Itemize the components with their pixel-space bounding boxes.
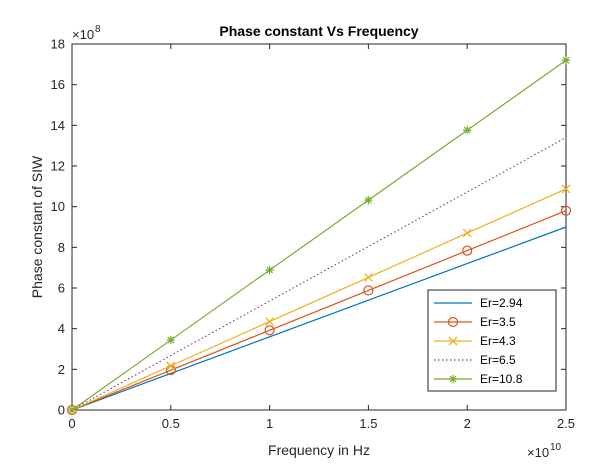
data-point-circle	[264, 325, 275, 336]
y-exponent-power: 8	[95, 24, 101, 35]
data-point-circle	[462, 245, 473, 256]
data-point-x	[448, 336, 458, 346]
series-group	[66, 56, 572, 416]
x-exponent-power: 10	[550, 442, 562, 453]
y-tick-label: 4	[58, 321, 65, 336]
y-tick-label: 18	[51, 37, 65, 52]
data-point-asterisk	[166, 335, 175, 345]
data-point-asterisk	[463, 126, 472, 135]
y-tick-label: 6	[58, 281, 65, 296]
legend-entry: Er=2.94	[434, 296, 523, 310]
legend-label: Er=6.5	[480, 353, 516, 367]
x-tick-label: 1	[266, 416, 273, 431]
legend-label: Er=2.94	[480, 296, 523, 310]
series-line	[71, 59, 567, 411]
series-er-3-5	[66, 205, 572, 416]
data-point-x	[166, 361, 176, 371]
x-exponent-base: ×10	[527, 445, 549, 460]
y-tick-label: 12	[51, 159, 65, 174]
y-tick-label: 0	[58, 403, 65, 418]
data-point-circle	[560, 205, 572, 216]
legend-entry: Er=10.8	[434, 372, 523, 386]
x-tick-label: 1.5	[359, 416, 377, 431]
data-point-circle	[363, 285, 374, 296]
series-er-10-8	[67, 56, 571, 415]
data-point-x	[561, 184, 571, 194]
data-point-circle	[66, 404, 78, 416]
data-point-asterisk	[561, 56, 571, 65]
data-point-asterisk	[265, 265, 274, 275]
legend-label: Er=3.5	[480, 315, 516, 329]
data-point-circle	[447, 316, 459, 328]
y-exponent-label: ×10 8	[72, 24, 101, 42]
y-tick-label: 2	[58, 362, 65, 377]
data-point-x	[462, 228, 472, 238]
y-tick-label: 14	[51, 118, 65, 133]
data-point-asterisk	[364, 195, 373, 205]
series-line	[71, 226, 567, 411]
series-line	[71, 188, 567, 411]
chart-title: Phase constant Vs Frequency	[219, 23, 418, 39]
legend-entry: Er=3.5	[434, 315, 516, 329]
x-tick-label: 2	[464, 416, 471, 431]
data-point-x	[363, 272, 373, 282]
y-tick-label: 16	[51, 77, 65, 92]
legend-label: Er=10.8	[480, 372, 523, 386]
y-axis-label: Phase constant of SIW	[29, 155, 45, 298]
x-tick-label: 0.5	[162, 416, 180, 431]
series-er-2-94	[71, 226, 567, 411]
legend-entry: Er=4.3	[434, 334, 516, 348]
y-tick-label: 8	[58, 240, 65, 255]
legend-entry: Er=6.5	[434, 353, 516, 367]
x-axis-label: Frequency in Hz	[268, 442, 370, 458]
x-tick-label: 0	[68, 416, 75, 431]
legend: Er=2.94 Er=3.5 Er=4.3 Er=6.5 Er=10.8	[427, 289, 557, 392]
series-line	[71, 210, 567, 411]
y-exponent-base: ×10	[72, 27, 94, 42]
x-tick-label: 2.5	[557, 416, 575, 431]
data-point-x	[265, 317, 275, 327]
data-point-asterisk	[67, 405, 77, 415]
data-point-asterisk	[448, 374, 458, 384]
y-tick-label: 10	[51, 199, 65, 214]
x-exponent-label: ×10 10	[527, 442, 562, 460]
legend-label: Er=4.3	[480, 334, 516, 348]
